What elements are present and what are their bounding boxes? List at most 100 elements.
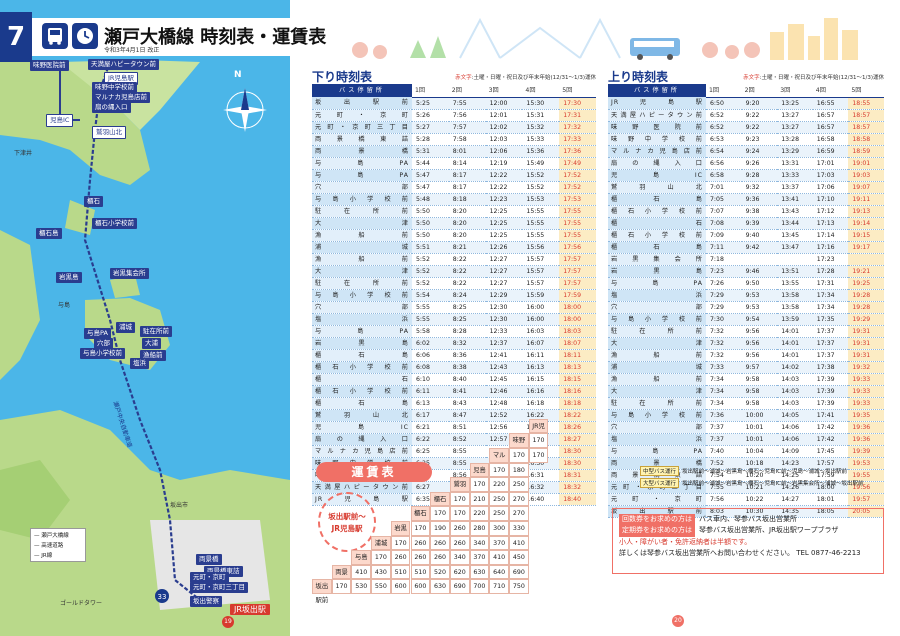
- fare-value-cell: 370: [489, 535, 509, 551]
- departure-time-cell: 13:31: [777, 157, 813, 170]
- departure-time-cell: 12:03: [485, 133, 523, 146]
- departure-time-cell: 18:07: [559, 337, 596, 350]
- bus-type-route: 坂出駅前〜浦城〜岩黒島〜櫃石〜児島IC前〜岩黒集会所〜浦城〜坂出駅前: [682, 481, 864, 487]
- table-row: マルナカ児島店前 6:54 9:24 13:29 16:59 18:59: [608, 145, 884, 158]
- table-row: 与島小学校前 5:48 8:18 12:23 15:53 17:53: [312, 193, 596, 206]
- col-header-trip: 2回: [448, 84, 486, 98]
- departure-time-cell: 13:58: [777, 289, 813, 302]
- departure-time-cell: 5:31: [412, 145, 449, 158]
- departure-time-cell: 7:58: [448, 133, 486, 146]
- stop-name-cell: 漁船前: [312, 229, 412, 242]
- departure-time-cell: 9:56: [741, 325, 778, 338]
- departure-time-cell: 7:30: [706, 313, 742, 326]
- departure-time-cell: 7:37: [706, 433, 742, 446]
- fare-value-cell: 630: [469, 564, 490, 580]
- departure-time-cell: 19:28: [848, 289, 884, 302]
- stop-name-cell: 櫃石島: [608, 193, 706, 206]
- contact-info: 詳しくは琴参バス坂出営業所へお問い合わせください。 TEL 0877-46-22…: [619, 549, 861, 558]
- departure-time-cell: 10:18: [741, 457, 778, 470]
- legend-jr: — JR線: [34, 553, 53, 559]
- table-row: 味野医院前 6:52 9:22 13:27 16:57 18:57: [608, 121, 884, 134]
- departure-time-cell: 12:33: [485, 325, 523, 338]
- departure-time-cell: 12:48: [485, 397, 523, 410]
- clock-icon: [72, 23, 98, 49]
- table-row: 両景橋 5:31 8:01 12:06 15:36 17:36: [312, 145, 596, 158]
- departure-time-cell: 9:40: [741, 229, 778, 242]
- departure-time-cell: 17:34: [812, 289, 849, 302]
- fare-value-cell: 630: [430, 579, 450, 594]
- stop-name-cell: JR児島駅: [608, 97, 706, 110]
- stop-name-cell: 岩黒集会所: [608, 253, 706, 266]
- departure-time-cell: 14:03: [777, 373, 813, 386]
- table-row: 櫃石小学校前 7:09 9:40 13:45 17:14 19:15: [608, 229, 884, 242]
- fare-value-cell: 170: [410, 521, 431, 536]
- departure-time-cell: 12:23: [485, 193, 523, 206]
- fare-value-cell: 700: [469, 579, 490, 594]
- table-row: 与島PA 5:44 8:14 12:19 15:49 17:49: [312, 157, 596, 170]
- departure-time-cell: 8:22: [448, 253, 486, 266]
- departure-time-cell: 15:30: [522, 97, 560, 110]
- table-row: 大津 5:50 8:20 12:25 15:55 17:55: [312, 217, 596, 230]
- departure-time-cell: 9:53: [741, 289, 778, 302]
- departure-time-cell: 12:27: [485, 253, 523, 266]
- map-stop-label: 漁船前: [140, 350, 166, 361]
- table-row: 塩浜 5:55 8:25 12:30 16:00 18:00: [312, 313, 596, 326]
- route-number: 7: [0, 12, 32, 62]
- departure-time-cell: 17:57: [559, 277, 596, 290]
- departure-time-cell: 16:03: [522, 325, 560, 338]
- fare-stop-header: JR児島駅: [528, 418, 549, 444]
- departure-time-cell: 17:49: [559, 157, 596, 170]
- departure-time-cell: 19:03: [848, 169, 884, 182]
- departure-time-cell: 7:34: [706, 397, 742, 410]
- fare-value-cell: 600: [410, 579, 431, 594]
- stop-name-cell: 浦城: [608, 361, 706, 374]
- departure-time-cell: 8:43: [448, 397, 486, 410]
- departure-time-cell: 19:39: [848, 445, 884, 458]
- departure-time-cell: 17:59: [812, 469, 849, 482]
- departure-time-cell: 6:22: [412, 433, 449, 446]
- departure-time-cell: 17:12: [812, 205, 849, 218]
- departure-time-cell: 8:32: [448, 337, 486, 350]
- map-stop-label: 大浦: [142, 338, 161, 349]
- map-place-label: 坂出市: [170, 502, 189, 509]
- departure-time-cell: 7:33: [706, 361, 742, 374]
- departure-time-cell: 16:07: [522, 337, 560, 350]
- stop-name-cell: 鷲羽山北: [312, 409, 412, 422]
- fare-stop-header: 児島IC: [469, 462, 490, 488]
- departure-time-cell: 9:56: [741, 349, 778, 362]
- departure-time-cell: 18:00: [559, 313, 596, 326]
- map-stop-label: 岩黒集会所: [110, 268, 149, 279]
- departure-time-cell: 14:23: [777, 457, 813, 470]
- departure-time-cell: 8:14: [448, 157, 486, 170]
- stop-name-cell: 櫃石: [608, 217, 706, 230]
- departure-time-cell: 16:00: [522, 313, 560, 326]
- departure-time-cell: 10:20: [741, 469, 778, 482]
- departure-time-cell: 8:17: [448, 169, 486, 182]
- stop-name-cell: 大津: [608, 337, 706, 350]
- departure-time-cell: 18:26: [559, 421, 596, 434]
- departure-time-cell: 13:44: [777, 217, 813, 230]
- departure-time-cell: 14:01: [777, 337, 813, 350]
- departure-time-cell: 17:41: [812, 409, 849, 422]
- departure-time-cell: 6:06: [412, 349, 449, 362]
- departure-time-cell: 12:19: [485, 157, 523, 170]
- departure-time-cell: 17:06: [812, 181, 849, 194]
- stop-name-cell: 駐在所前: [608, 325, 706, 338]
- departure-time-cell: 9:58: [741, 397, 778, 410]
- departure-time-cell: [777, 253, 813, 266]
- departure-time-cell: 16:22: [522, 409, 560, 422]
- departure-time-cell: 19:36: [848, 421, 884, 434]
- departure-time-cell: 6:27: [412, 481, 449, 494]
- departure-time-cell: 14:02: [777, 361, 813, 374]
- departure-time-cell: 12:26: [485, 241, 523, 254]
- stop-name-cell: 岩黒島: [312, 337, 412, 350]
- map-stop-label: マルナカ児島店前: [92, 92, 150, 103]
- fare-value-cell: 600: [390, 579, 411, 594]
- departure-time-cell: 17:42: [812, 433, 849, 446]
- table-row: 櫃石 7:08 9:39 13:44 17:13 19:14: [608, 217, 884, 230]
- table-row: 大津 7:34 9:58 14:03 17:39 19:33: [608, 385, 884, 398]
- stop-name-cell: 櫃石島: [312, 349, 412, 362]
- departure-time-cell: 5:52: [412, 277, 449, 290]
- pass-info: 定期券をお求めの方は 琴参バス坂出営業所、JR坂出駅ワープブラザ: [619, 525, 877, 537]
- stop-name-cell: 櫃石小学校前: [312, 385, 412, 398]
